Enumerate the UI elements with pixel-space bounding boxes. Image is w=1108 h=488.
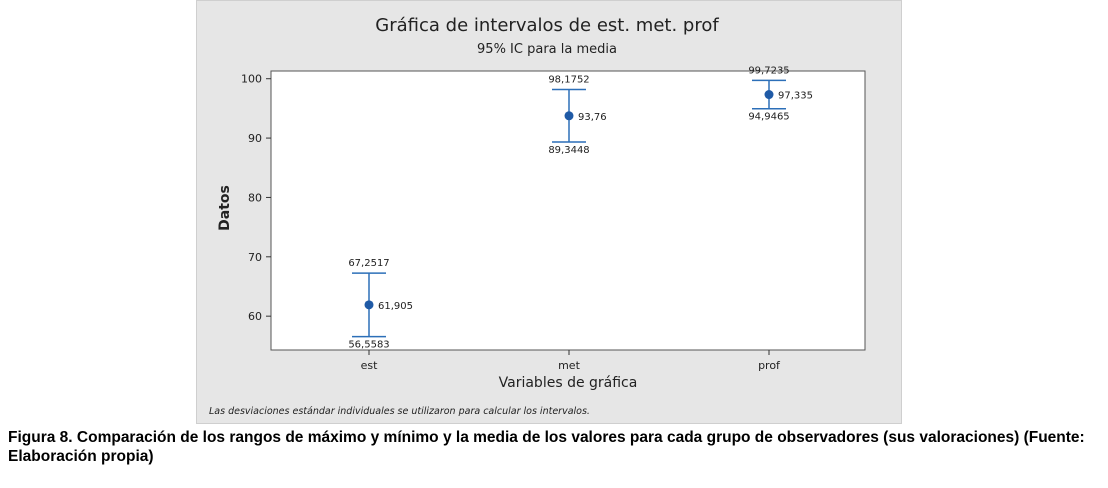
lower-label-est: 56,5583 <box>348 340 389 351</box>
mean-label-prof: 97,335 <box>778 91 813 102</box>
x-tick-label: est <box>361 359 378 372</box>
interval-chart: Gráfica de intervalos de est. met. prof … <box>209 15 866 417</box>
upper-label-prof: 99,7235 <box>748 65 789 76</box>
mean-marker-est <box>364 300 374 310</box>
y-tick-label: 70 <box>248 251 262 264</box>
y-axis-label: Datos <box>217 185 233 231</box>
y-tick-label: 100 <box>241 73 262 86</box>
mean-label-est: 61,905 <box>378 301 413 312</box>
figure-caption: Figura 8. Comparación de los rangos de m… <box>8 429 1085 465</box>
chart-footnote: Las desviaciones estándar individuales s… <box>209 406 590 417</box>
lower-label-met: 89,3448 <box>548 145 589 156</box>
x-tick-label: prof <box>758 359 781 372</box>
mean-label-met: 93,76 <box>578 112 607 123</box>
x-tick-label: met <box>558 359 580 372</box>
figure-panel: Gráfica de intervalos de est. met. prof … <box>196 0 902 424</box>
upper-label-est: 67,2517 <box>348 258 389 269</box>
mean-marker-prof <box>764 90 774 100</box>
y-tick-label: 60 <box>248 310 262 323</box>
chart-subtitle: 95% IC para la media <box>477 42 617 57</box>
chart-marks: 60 70 80 90 100 est 67,2517 56,5583 61,905 met 98,… <box>241 65 813 372</box>
x-axis-label: Variables de gráfica <box>499 375 638 391</box>
mean-marker-met <box>564 111 574 121</box>
upper-label-met: 98,1752 <box>548 75 589 86</box>
lower-label-prof: 94,9465 <box>748 112 789 123</box>
y-tick-label: 80 <box>248 191 262 204</box>
y-tick-label: 90 <box>248 132 262 145</box>
chart-title: Gráfica de intervalos de est. met. prof <box>375 15 719 36</box>
